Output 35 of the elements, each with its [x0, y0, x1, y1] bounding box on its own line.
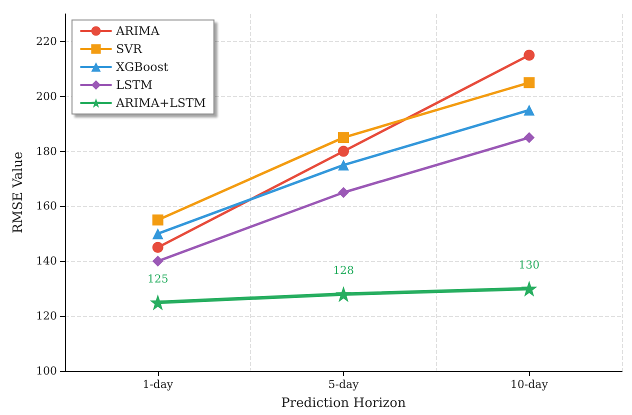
point	[338, 187, 349, 198]
point	[338, 132, 349, 144]
point	[152, 256, 164, 267]
point	[150, 294, 166, 310]
point	[524, 104, 535, 116]
x-axis-title: Prediction Horizon	[281, 396, 406, 411]
point	[338, 160, 349, 171]
y-tick-label: 180	[36, 144, 57, 158]
legend-label: ARIMA	[115, 24, 160, 38]
point	[524, 50, 535, 61]
point	[524, 77, 535, 88]
legend-label: ARIMA+LSTM	[115, 96, 206, 110]
data-label: 125	[147, 272, 168, 286]
point	[524, 132, 535, 144]
x-tick-label: 1-day	[142, 378, 174, 391]
x-tick-label: 5-day	[328, 378, 360, 391]
point	[152, 228, 164, 240]
y-tick-label: 140	[36, 254, 57, 268]
y-axis-title: RMSE Value	[11, 151, 26, 234]
legend-label: SVR	[116, 42, 143, 56]
y-tick-label: 120	[36, 310, 57, 323]
point	[152, 214, 164, 226]
point	[336, 286, 352, 302]
point	[338, 146, 349, 157]
y-tick-label: 200	[36, 90, 57, 103]
y-tick-label: 100	[36, 364, 57, 378]
point	[521, 280, 538, 297]
data-label: 130	[518, 258, 540, 272]
point	[152, 242, 164, 253]
legend-label: XGBoost	[116, 60, 169, 74]
y-tick-label: 160	[36, 200, 57, 213]
legend-label: LSTM	[116, 78, 152, 92]
x-tick-label: 10-day	[510, 378, 549, 391]
data-label: 128	[333, 264, 354, 278]
y-tick-label: 220	[36, 34, 57, 48]
